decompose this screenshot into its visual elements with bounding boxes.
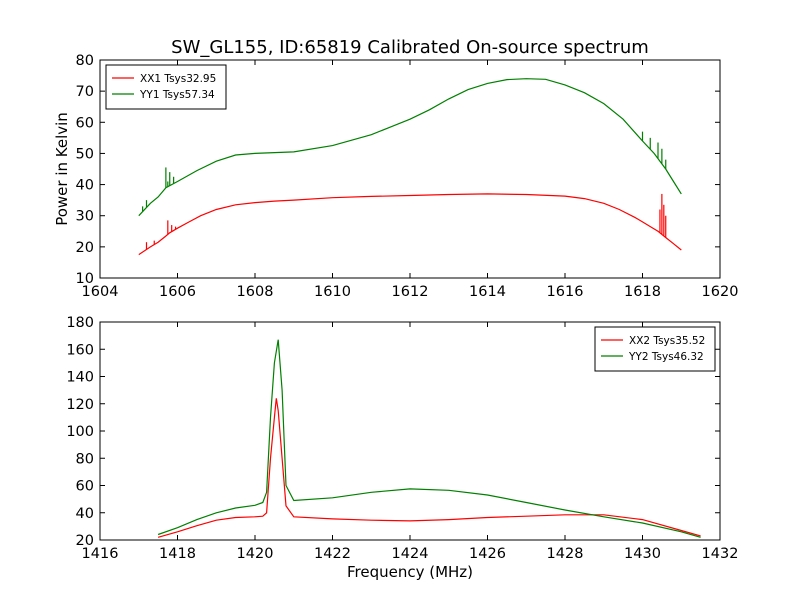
series-line-1-1	[157, 339, 701, 538]
top-plot: 1604 1606 1608 1610 1612 1614 1616 1618 1620 10 20…	[76, 53, 739, 300]
legend-box	[105, 64, 227, 110]
y-tick-label: 70	[76, 84, 94, 100]
x-tick-label: 1608	[237, 284, 274, 300]
y-tick-label: 20	[76, 240, 94, 256]
y-tick-label: 50	[76, 146, 94, 162]
legend-label: YY1 Tsys57.34	[139, 89, 215, 101]
y-tick-label: 60	[76, 115, 94, 131]
x-tick-label: 1430	[624, 546, 661, 562]
bottom-plot: 1416 1418 1420 1422 1424 1426 1428 1430 1432 20 40…	[66, 315, 738, 562]
x-tick-label: 1610	[314, 284, 351, 300]
series-line-0-0	[138, 193, 682, 256]
chart-title: SW_GL155, ID:65819 Calibrated On-source …	[171, 37, 649, 58]
x-tick-label: 1424	[392, 546, 429, 562]
x-tick-label: 1612	[392, 284, 429, 300]
x-tick-label: 1416	[82, 546, 119, 562]
x-tick-label: 1422	[314, 546, 351, 562]
legend-0: XX1 Tsys32.95 YY1 Tsys57.34	[105, 64, 227, 110]
y-tick-label: 80	[76, 451, 94, 467]
y-tick-label: 160	[66, 342, 94, 358]
x-axis-label: Frequency (MHz)	[347, 563, 473, 581]
x-tick-label: 1620	[702, 284, 739, 300]
x-tick-label: 1606	[159, 284, 196, 300]
x-tick-label: 1426	[469, 546, 506, 562]
legend-label: XX1 Tsys32.95	[140, 73, 216, 85]
y-tick-label: 120	[66, 397, 94, 413]
y-tick-label: 40	[76, 506, 94, 522]
y-tick-label: 100	[66, 424, 94, 440]
legend-label: YY2 Tsys46.32	[628, 351, 704, 363]
legend-1: XX2 Tsys35.52 YY2 Tsys46.32	[594, 326, 716, 372]
y-tick-label: 180	[66, 315, 94, 331]
x-tick-label: 1428	[547, 546, 584, 562]
x-tick-label: 1418	[159, 546, 196, 562]
y-axis-label: Power in Kelvin	[53, 112, 71, 226]
y-tick-label: 30	[76, 209, 94, 225]
series-line-0-1	[138, 78, 682, 217]
y-tick-label: 140	[66, 370, 94, 386]
x-tick-label: 1616	[547, 284, 584, 300]
y-tick-label: 10	[76, 271, 94, 287]
y-tick-label: 40	[76, 178, 94, 194]
series-line-1-0	[157, 398, 701, 538]
x-tick-label: 1432	[702, 546, 739, 562]
legend-label: XX2 Tsys35.52	[629, 335, 705, 347]
y-tick-label: 20	[76, 533, 94, 549]
y-tick-label: 60	[76, 479, 94, 495]
x-tick-label: 1604	[82, 284, 119, 300]
legend-box	[594, 326, 716, 372]
x-tick-label: 1420	[237, 546, 274, 562]
x-tick-label: 1614	[469, 284, 506, 300]
y-tick-label: 80	[76, 53, 94, 69]
x-tick-label: 1618	[624, 284, 661, 300]
